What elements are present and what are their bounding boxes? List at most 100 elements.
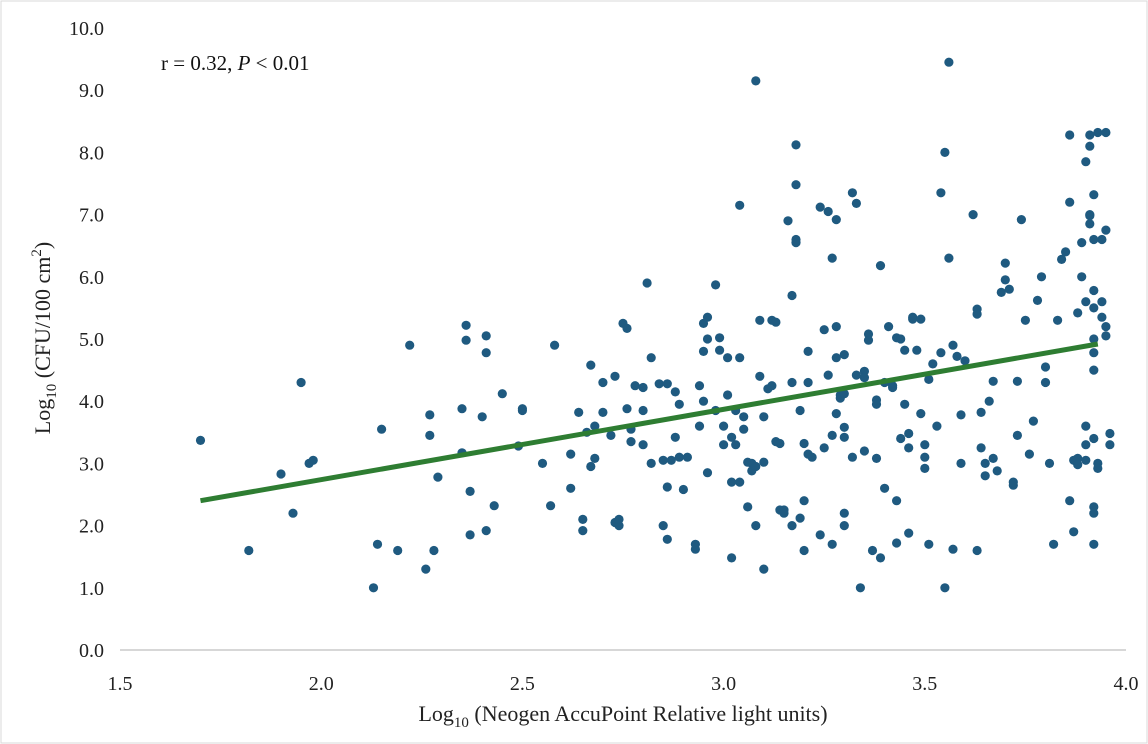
data-point <box>799 496 809 506</box>
data-point <box>831 353 841 363</box>
y-axis-label-sup: 2 <box>29 249 45 257</box>
correlation-annotation: r = 0.32, P < 0.01 <box>161 51 310 75</box>
data-point <box>698 346 709 356</box>
data-point <box>598 377 608 388</box>
x-tick-label: 3.5 <box>912 673 937 695</box>
data-point <box>457 404 467 414</box>
data-point <box>662 534 672 544</box>
data-point <box>791 238 801 248</box>
data-point <box>1105 428 1115 439</box>
data-point <box>715 345 725 355</box>
data-point <box>1044 458 1055 468</box>
data-point <box>1089 365 1099 375</box>
data-point <box>847 452 858 462</box>
data-point <box>980 471 990 481</box>
data-point <box>759 564 769 574</box>
data-point <box>1000 275 1010 285</box>
data-point <box>1061 247 1071 257</box>
annotation-prefix: r = 0.32, <box>161 51 238 75</box>
data-point <box>803 346 813 356</box>
data-point <box>823 206 833 217</box>
data-point <box>296 377 306 388</box>
y-axis-label-sub: 10 <box>44 384 60 399</box>
data-point <box>497 389 507 399</box>
data-point <box>1004 284 1014 294</box>
data-point <box>795 405 805 416</box>
data-point <box>839 432 849 442</box>
data-point <box>546 501 556 511</box>
data-point <box>626 437 636 447</box>
data-point <box>976 407 986 417</box>
data-point <box>880 483 890 493</box>
data-point <box>690 539 701 549</box>
data-point <box>827 430 837 440</box>
data-point <box>489 501 499 511</box>
data-point <box>1089 502 1099 512</box>
data-point <box>368 583 379 593</box>
data-point <box>578 526 588 536</box>
data-point <box>839 389 849 399</box>
data-point <box>976 443 986 453</box>
data-point <box>678 484 689 495</box>
data-point <box>1077 272 1087 282</box>
data-point <box>952 351 962 361</box>
data-point <box>896 433 906 444</box>
data-point <box>944 57 954 67</box>
data-point <box>940 583 950 593</box>
data-point <box>803 377 813 388</box>
data-point <box>646 458 656 468</box>
data-point <box>1065 130 1075 140</box>
data-point <box>1105 440 1115 450</box>
data-point <box>433 472 443 482</box>
y-tick-label: 6.0 <box>79 267 104 289</box>
x-tick-label: 2.0 <box>309 673 334 695</box>
data-point <box>1028 416 1038 426</box>
data-point <box>698 396 709 406</box>
annotation-suffix: < 0.01 <box>250 51 309 75</box>
data-point <box>308 455 318 465</box>
data-point <box>924 374 934 384</box>
data-point <box>674 399 684 409</box>
data-point <box>1049 539 1059 549</box>
data-point <box>871 453 882 463</box>
data-point <box>461 335 471 345</box>
data-point <box>819 325 829 335</box>
data-point <box>988 453 998 463</box>
data-point <box>944 253 954 263</box>
data-point <box>195 435 206 445</box>
data-point <box>775 438 785 449</box>
data-point <box>393 545 403 556</box>
data-point <box>996 287 1006 297</box>
data-point <box>904 443 914 453</box>
data-point <box>711 280 721 290</box>
data-point <box>694 421 705 431</box>
data-point <box>960 356 970 366</box>
data-point <box>638 382 648 393</box>
data-point <box>956 458 966 468</box>
data-point <box>662 482 672 492</box>
data-point <box>1081 421 1091 431</box>
data-point <box>920 440 930 450</box>
data-point <box>421 564 431 574</box>
data-point <box>823 370 833 380</box>
y-tick-label: 4.0 <box>79 391 104 413</box>
data-point <box>1081 440 1091 450</box>
y-tick-label: 0.0 <box>79 640 104 662</box>
data-point <box>783 216 793 226</box>
data-point <box>859 366 870 376</box>
data-point <box>405 340 415 350</box>
data-point <box>735 477 745 487</box>
data-point <box>1089 334 1099 344</box>
data-point <box>1085 210 1095 220</box>
data-point <box>1065 197 1075 207</box>
data-point <box>244 545 254 556</box>
data-point <box>851 370 862 380</box>
data-point <box>670 432 680 442</box>
data-point <box>1020 315 1030 325</box>
data-point <box>638 440 648 450</box>
data-point <box>972 545 982 556</box>
data-point <box>1000 258 1010 268</box>
data-point <box>968 210 978 220</box>
data-point <box>578 514 588 525</box>
data-point <box>646 353 656 363</box>
